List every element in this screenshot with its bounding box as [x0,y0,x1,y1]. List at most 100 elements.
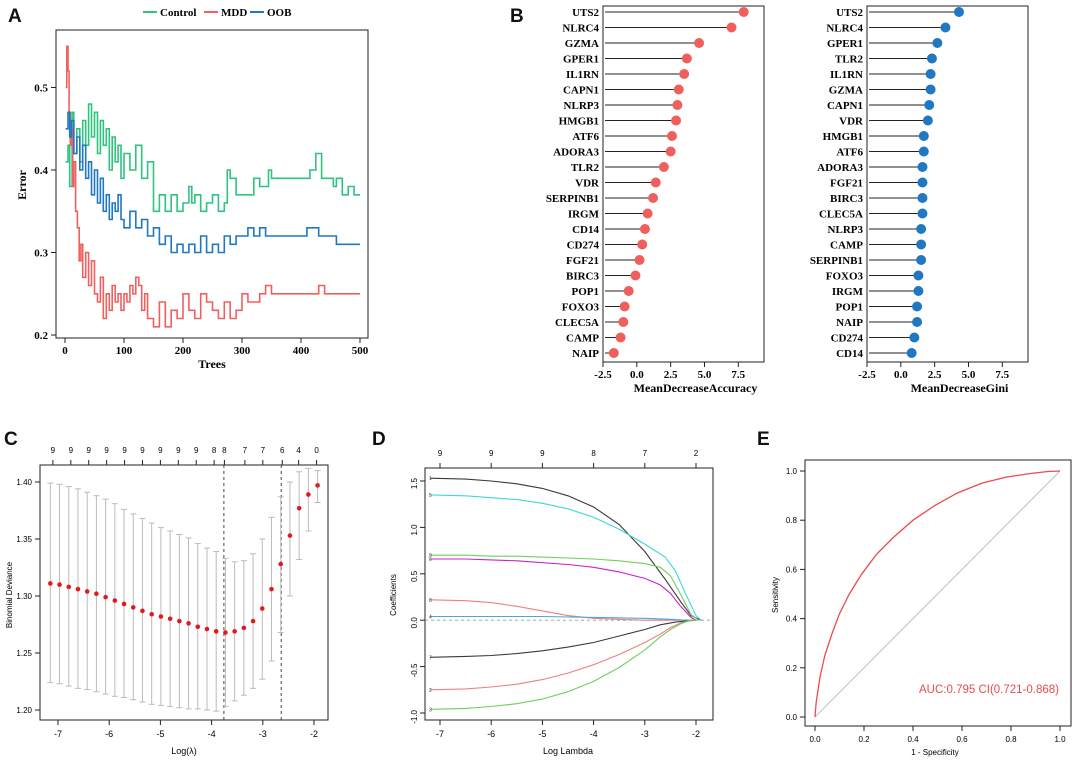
category-label: UTS2 [836,7,863,19]
x-tick-label: -2 [310,729,318,739]
point-clec5a [917,208,928,219]
deviance-point [223,630,228,635]
category-label: GPER1 [563,54,599,66]
top-count-label: 9 [140,446,145,455]
point-uts2 [738,7,749,17]
point-pop1 [912,301,923,312]
point-tlr2 [658,162,669,172]
x-tick-label: -3 [641,729,649,739]
point-gper1 [932,38,943,48]
category-label: HMGB1 [559,116,599,128]
category-label: FOXO3 [562,302,600,314]
x-tick-label: -2 [692,729,700,739]
x-tick-label: 0.6 [956,735,968,744]
category-label: ATF6 [572,131,599,143]
x-tick-label: -2.5 [594,369,612,381]
deviance-point [130,605,136,610]
category-label: CAPN1 [563,85,599,97]
deviance-point [149,611,154,617]
category-label: BIRC3 [566,271,600,283]
category-label: NAIP [572,348,599,360]
y-tick-label: 1.5 [410,477,419,489]
point-atf6 [918,146,929,157]
category-label: NLRP3 [828,224,864,236]
point-tlr2 [926,53,937,64]
top-count-label: 9 [86,446,91,455]
x-tick-label: 0.4 [907,735,919,744]
category-label: SERPINB1 [810,255,863,267]
y-tick-label: 1.35 [16,535,32,544]
point-foxo3 [913,270,924,281]
top-count-label: 7 [643,449,648,458]
y-tick-label: 1.20 [16,706,32,715]
top-count-label: 9 [69,446,74,455]
plot-frame [804,459,1072,727]
deviance-point [232,629,237,634]
x-tick-label: 2.5 [664,369,678,381]
category-label: HMGB1 [823,131,863,143]
y-tick-label: 0.2 [34,330,48,342]
x-tick-label: -2.5 [858,369,876,381]
point-camp [615,332,626,343]
point-irgm [642,208,653,219]
x-tick-label: 100 [116,345,133,357]
x-axis-label: Log Lambda [543,746,593,756]
point-birc3 [917,193,928,203]
deviance-point [315,483,320,488]
point-fgf21 [917,177,928,188]
category-label: CAMP [566,333,599,345]
category-label: ATF6 [836,147,863,159]
category-label: TLR2 [835,54,864,66]
x-tick-label: 7.5 [731,369,745,381]
y-tick-label: 0.5 [410,570,419,582]
point-gzma [925,84,936,95]
x-tick-label: -6 [487,729,495,739]
plot-frame [866,5,1029,363]
top-count-label: 9 [176,446,181,455]
point-nlrp3 [916,224,927,234]
x-tick-label: 0 [62,345,68,357]
category-label: NLRP3 [564,100,600,112]
category-label: NLRC4 [562,23,599,35]
point-pop1 [623,286,634,296]
plot-frame [55,29,369,339]
x-tick-label: 5.0 [698,369,712,381]
point-hmgb1 [671,115,682,126]
x-axis-label: Log(λ) [171,746,197,756]
panel-c-binomial-deviance: -7 -6 -5 -4 -3 -2 1.20 1.25 1.30 1.35 1.40 9 9 9 9 9 9 9 9… [5,446,329,756]
point-cd274 [637,239,648,250]
deviance-point [269,586,274,592]
point-adora3 [665,146,676,157]
coef-path-1 [429,477,702,621]
y-tick-label: 0.4 [786,615,798,624]
category-label: NAIP [836,317,863,329]
x-tick-label: 400 [293,345,310,357]
plot-frame [424,467,714,721]
point-nlrc4 [726,22,737,33]
category-label: IRGM [568,209,600,221]
category-label: ADORA3 [553,147,599,159]
y-tick-label: 0.0 [786,713,798,722]
point-gzma [694,38,705,48]
category-label: IL1RN [830,69,863,81]
panel-b-mean-decrease-accuracy: UTS2 NLRC4 GZMA GPER1 IL1RN CAPN1 NLRP3 HMGB1 AT… [546,5,765,395]
series-control-line [65,103,360,213]
point-foxo3 [619,301,630,312]
x-tick-label: 0.0 [894,369,908,381]
top-count-label: 9 [122,446,127,455]
y-axis-label: Error [15,169,29,199]
point-birc3 [630,270,641,281]
top-count-label: 8 [591,449,596,458]
plot-frame [39,464,329,721]
x-tick-label: -4 [208,729,216,739]
deviance-point [75,586,81,592]
coef-path-6 [429,558,697,621]
coef-path-2 [429,619,696,691]
panel-label-e: E [757,429,770,450]
category-label: POP1 [836,302,864,314]
series-mdd-line [65,45,360,328]
category-label: CLEC5A [819,209,863,221]
x-tick-label: 2.5 [928,369,942,381]
coef-path-id: 5 [429,493,432,499]
point-serpinb1 [916,255,927,265]
